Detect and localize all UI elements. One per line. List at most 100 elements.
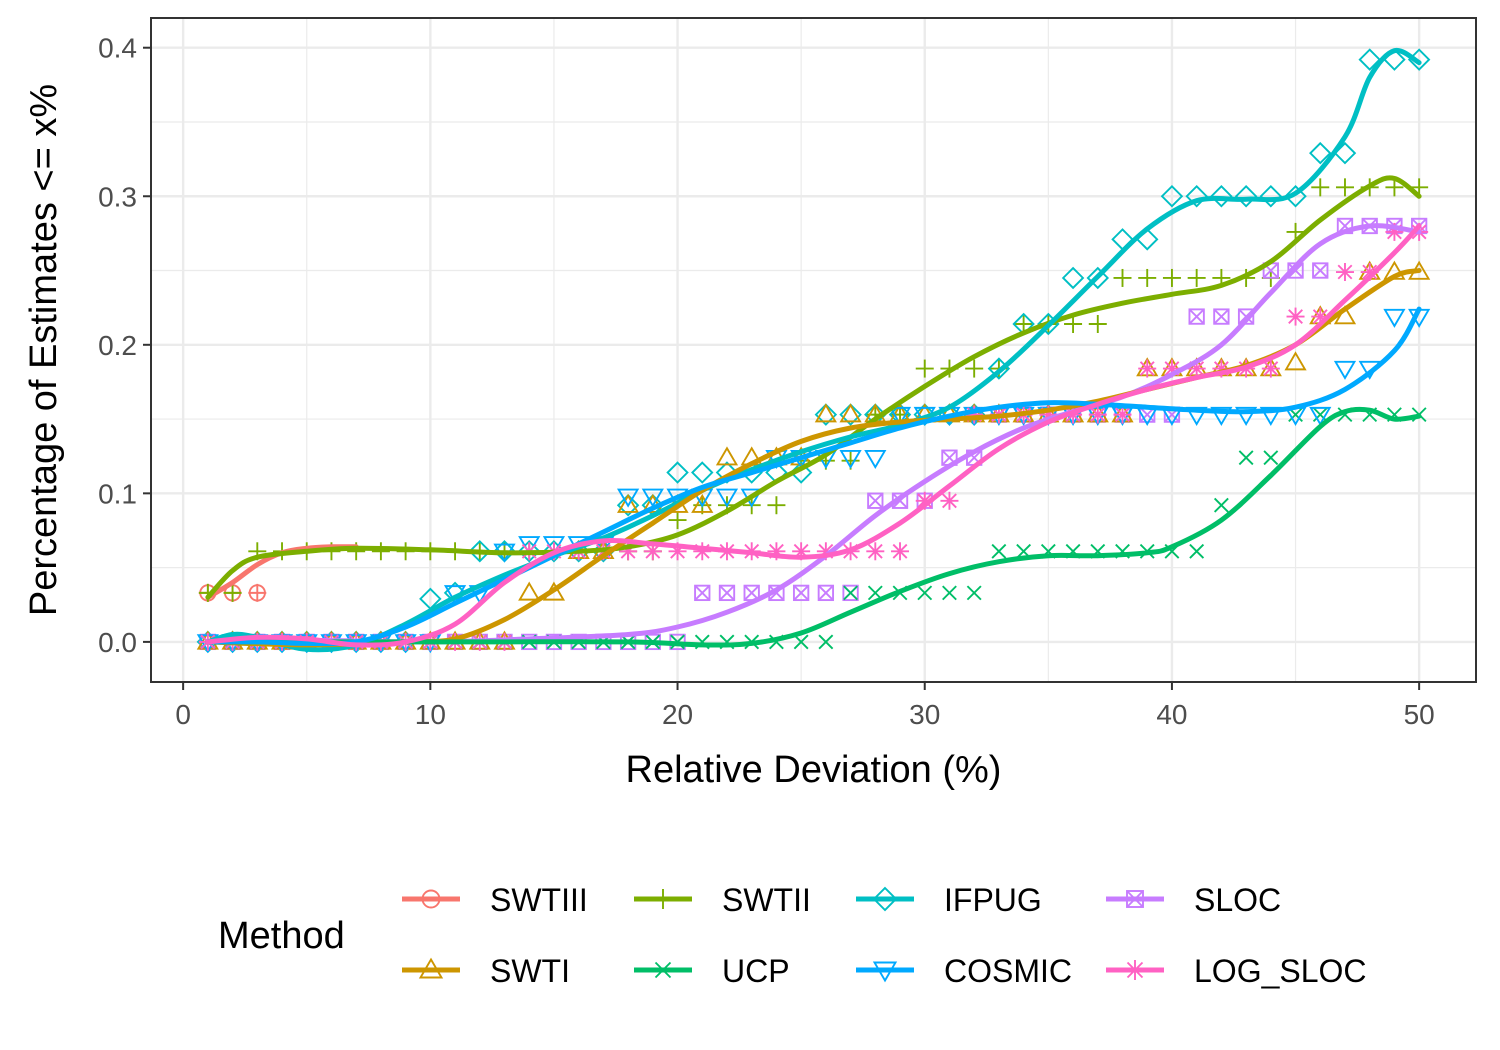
data-point <box>864 449 887 470</box>
y-tick-label: 0.0 <box>98 627 137 658</box>
data-point <box>1309 406 1332 426</box>
x-tick-label: 30 <box>909 699 940 730</box>
data-point <box>1088 405 1107 424</box>
smooth-line-swtii <box>205 175 1422 600</box>
data-point <box>814 403 837 423</box>
data-point <box>1187 268 1206 287</box>
data-point <box>248 583 267 602</box>
data-point <box>694 584 711 602</box>
data-point <box>839 449 862 470</box>
legend: Method SWTIII SWTII IFPUG SLOC SWTI UCP COSMIC… <box>218 882 1367 989</box>
data-point <box>371 542 390 561</box>
y-tick-label: 0.1 <box>98 478 137 509</box>
series-layer <box>196 47 1431 654</box>
legend-marker <box>421 889 441 909</box>
data-point <box>839 403 862 426</box>
data-point <box>1335 178 1354 197</box>
x-tick-label: 50 <box>1404 699 1435 730</box>
y-axis-title: Percentage of Estimates <= x% <box>23 84 65 616</box>
data-point <box>818 634 834 650</box>
data-point <box>718 584 736 602</box>
data-point <box>1385 178 1404 197</box>
data-point <box>1259 185 1283 208</box>
data-point <box>1261 359 1280 378</box>
data-point <box>888 406 912 426</box>
legend-marker <box>418 957 444 979</box>
legend-label: SWTII <box>722 882 811 918</box>
data-point <box>1335 263 1354 282</box>
data-point <box>468 540 492 563</box>
data-point <box>518 536 541 556</box>
data-point <box>715 446 739 466</box>
data-point <box>1189 543 1205 559</box>
data-point <box>1086 266 1110 290</box>
data-point <box>1383 308 1406 328</box>
data-point <box>1088 315 1107 334</box>
data-point <box>917 585 933 601</box>
data-point <box>1138 359 1157 378</box>
data-point <box>1312 262 1329 279</box>
data-point <box>1286 307 1305 326</box>
legend-marker <box>872 961 898 983</box>
x-tick-label: 0 <box>175 699 191 730</box>
data-point <box>668 511 687 530</box>
data-point <box>767 496 786 515</box>
data-point <box>518 581 541 601</box>
legend-title: Method <box>218 915 345 957</box>
data-point <box>1284 351 1307 371</box>
data-point <box>1286 222 1305 241</box>
data-point <box>1213 308 1230 325</box>
data-point <box>1162 268 1181 287</box>
data-point <box>1263 450 1279 466</box>
data-point <box>1234 406 1258 426</box>
data-point <box>1113 268 1132 287</box>
data-point <box>1358 48 1381 71</box>
data-point <box>691 461 714 484</box>
legend-marker <box>653 889 673 909</box>
data-point <box>1064 315 1083 334</box>
smooth-line-cosmic <box>205 306 1422 647</box>
x-tick-label: 20 <box>662 699 693 730</box>
legend-marker <box>654 961 672 979</box>
data-point <box>223 583 242 602</box>
series-ifpug <box>196 48 1431 654</box>
data-point <box>966 585 982 601</box>
data-point <box>715 488 739 508</box>
x-tick-label: 10 <box>415 699 446 730</box>
smooth-line-ifpug <box>205 47 1422 653</box>
data-point <box>1259 406 1282 426</box>
legend-marker <box>872 886 898 912</box>
data-point <box>1213 497 1229 513</box>
data-point <box>965 359 984 378</box>
data-point <box>1185 185 1208 208</box>
smooth-line-sloc <box>205 223 1422 645</box>
data-point <box>1188 308 1205 325</box>
data-point <box>616 488 640 508</box>
legend-label: SWTIII <box>490 882 588 918</box>
data-point <box>1210 185 1233 208</box>
data-point <box>1284 185 1307 208</box>
series-ucp <box>200 407 1427 650</box>
data-point <box>866 542 885 561</box>
data-point <box>1309 141 1332 165</box>
legend-label: SWTI <box>490 953 570 989</box>
legend-label: LOG_SLOC <box>1194 953 1367 989</box>
data-point <box>1210 406 1233 426</box>
legend-label: IFPUG <box>944 882 1042 918</box>
data-point <box>691 493 714 513</box>
panel-border <box>150 17 1477 683</box>
data-point <box>1014 315 1033 334</box>
data-point <box>1311 178 1330 197</box>
data-point <box>814 403 838 426</box>
data-point <box>542 536 566 556</box>
legend-label: COSMIC <box>944 953 1072 989</box>
data-point <box>517 540 541 563</box>
y-tick-label: 0.2 <box>98 330 137 361</box>
data-point <box>1138 268 1157 287</box>
data-point <box>940 491 959 510</box>
data-point <box>1234 185 1258 208</box>
data-point <box>991 543 1007 559</box>
legend-label: UCP <box>722 953 790 989</box>
data-point <box>1312 407 1328 423</box>
